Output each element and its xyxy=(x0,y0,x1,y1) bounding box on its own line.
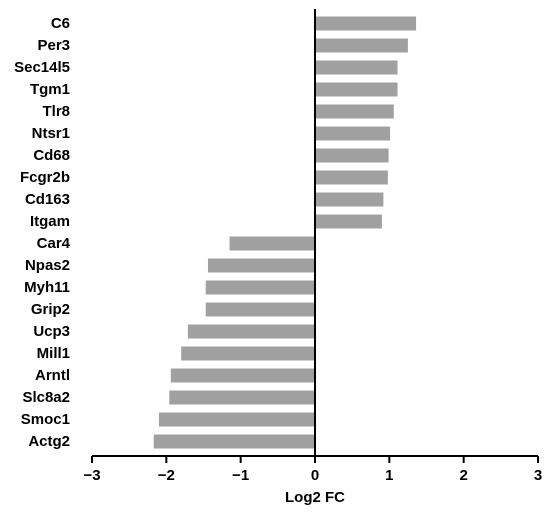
category-label-tgm1: Tgm1 xyxy=(30,81,70,98)
bar-arntl xyxy=(170,368,315,383)
category-label-tlr8: Tlr8 xyxy=(42,103,70,120)
x-tick-label: −2 xyxy=(158,467,175,484)
bar-actg2 xyxy=(153,434,315,449)
bar-c6 xyxy=(315,16,417,31)
bar-grip2 xyxy=(205,302,315,317)
bar-myh11 xyxy=(205,280,315,295)
bar-per3 xyxy=(315,38,408,53)
x-tick-label: 2 xyxy=(459,467,467,484)
bar-tlr8 xyxy=(315,104,394,119)
category-label-car4: Car4 xyxy=(37,235,71,252)
category-label-cd68: Cd68 xyxy=(33,147,70,164)
bar-npas2 xyxy=(207,258,315,273)
category-label-sec14l5: Sec14l5 xyxy=(14,59,70,76)
bar-car4 xyxy=(229,236,315,251)
x-tick-label: −3 xyxy=(83,467,100,484)
bar-itgam xyxy=(315,214,382,229)
bar-smoc1 xyxy=(158,412,315,427)
bar-ucp3 xyxy=(187,324,315,339)
bar-mill1 xyxy=(181,346,315,361)
bar-tgm1 xyxy=(315,82,398,97)
category-label-c6: C6 xyxy=(51,15,70,32)
category-labels: C6 Per3 Sec14l5 Tgm1 Tlr8 Ntsr1 Cd68 Fcgr2b Cd16… xyxy=(14,15,71,450)
category-label-mill1: Mill1 xyxy=(37,345,70,362)
x-tick-label: 1 xyxy=(385,467,393,484)
bar-slc8a2 xyxy=(169,390,315,405)
category-label-myh11: Myh11 xyxy=(24,279,70,296)
category-label-slc8a2: Slc8a2 xyxy=(22,389,70,406)
category-label-ntsr1: Ntsr1 xyxy=(32,125,70,142)
bars-layer xyxy=(153,16,417,449)
bar-cd163 xyxy=(315,192,384,207)
x-axis-title: Log2 FC xyxy=(285,489,345,506)
category-label-grip2: Grip2 xyxy=(31,301,70,318)
bar-cd68 xyxy=(315,148,389,163)
bar-ntsr1 xyxy=(315,126,391,141)
category-label-itgam: Itgam xyxy=(30,213,70,230)
x-tick-label: 0 xyxy=(311,467,319,484)
x-tick-label: −1 xyxy=(232,467,249,484)
category-label-npas2: Npas2 xyxy=(25,257,70,274)
category-label-fcgr2b: Fcgr2b xyxy=(20,169,70,186)
x-tick-label: 3 xyxy=(534,467,542,484)
bar-fcgr2b xyxy=(315,170,388,185)
category-label-actg2: Actg2 xyxy=(28,433,70,450)
x-axis: −3 −2 −1 0 1 2 3 xyxy=(83,455,542,484)
category-label-ucp3: Ucp3 xyxy=(33,323,70,340)
category-label-smoc1: Smoc1 xyxy=(21,411,70,428)
bar-sec14l5 xyxy=(315,60,398,75)
category-label-arntl: Arntl xyxy=(35,367,70,384)
category-label-cd163: Cd163 xyxy=(25,191,70,208)
category-label-per3: Per3 xyxy=(37,37,70,54)
